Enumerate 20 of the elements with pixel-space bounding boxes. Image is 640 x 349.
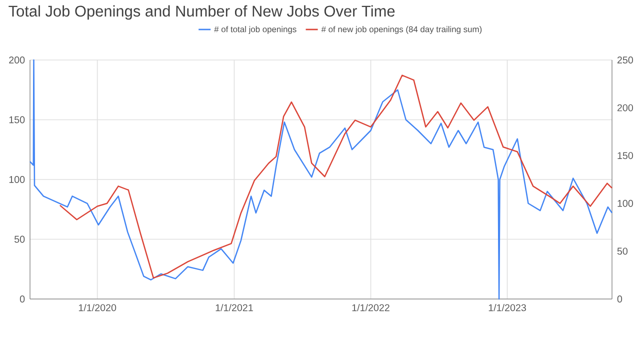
y2-tick-label: 100 [618, 200, 633, 207]
x-tick-label: 1/1/2020 [78, 304, 116, 312]
x-tick-label: 1/1/2022 [352, 304, 390, 312]
y2-tick-label: 150 [618, 152, 633, 160]
x-tick-label: 1/1/2021 [216, 304, 253, 312]
line-series [29, 59, 613, 300]
y-tick-label: 0 [20, 296, 25, 302]
y-tick-label: 50 [14, 236, 25, 243]
x-tick-label: 1/1/2023 [488, 304, 526, 312]
y2-tick-label: 200 [617, 104, 633, 112]
y-tick-label: 150 [9, 116, 25, 124]
y2-tick-label: 250 [617, 56, 633, 64]
legend-label: # of total job openings [214, 26, 296, 34]
y-tick-label: 200 [9, 56, 25, 64]
y2-tick-label: 0 [617, 296, 622, 302]
legend-label: # of new job openings (84 day trailing sum) [321, 26, 482, 34]
y-tick-label: 100 [9, 176, 25, 183]
line-series [59, 74, 613, 279]
y2-tick-label: 50 [617, 248, 628, 255]
chart-title: Total Job Openings and Number of New Jobs Over Time [8, 5, 395, 20]
